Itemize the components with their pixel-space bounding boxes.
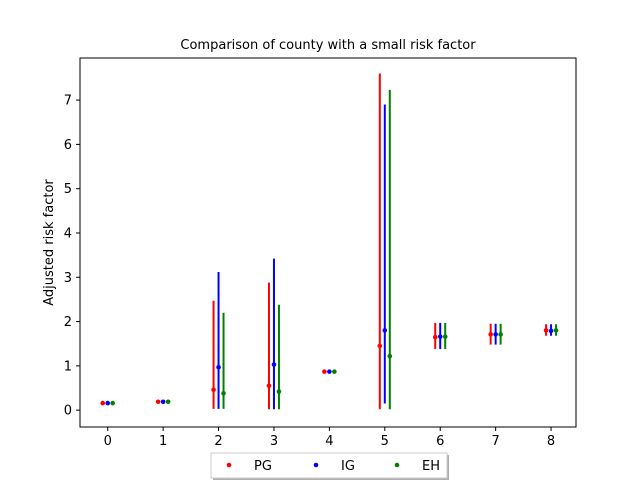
data-point-ig-4 (327, 369, 332, 374)
y-tick-label-7: 7 (64, 94, 72, 109)
data-point-eh-3 (276, 389, 282, 394)
data-point-eh-8 (553, 328, 559, 333)
y-tick-label-3: 3 (64, 271, 72, 286)
data-point-eh-7 (498, 332, 503, 337)
data-point-ig-3 (271, 362, 277, 367)
y-tick-label-5: 5 (64, 182, 72, 197)
y-tick-label-2: 2 (64, 315, 72, 330)
data-point-pg-3 (266, 383, 272, 389)
x-tick-label-0: 0 (104, 434, 112, 449)
y-tick-label-4: 4 (64, 226, 72, 241)
axes-layer: 0 1 2 3 4 5 6 7 8 0 1 2 3 4 5 6 7 (64, 57, 577, 449)
data-point-pg-1 (155, 399, 161, 405)
legend-box (210, 452, 448, 479)
x-tick-label-4: 4 (325, 434, 333, 449)
data-point-eh-6 (442, 334, 448, 339)
y-axis-title: Adjusted risk factor (42, 179, 57, 306)
data-point-ig-6 (437, 334, 443, 339)
data-point-eh-0 (110, 400, 115, 406)
data-point-pg-2 (211, 387, 216, 393)
legend-marker-ig (313, 462, 319, 468)
legend-label-eh: EH (422, 459, 440, 474)
y-tick-label-0: 0 (64, 404, 72, 419)
x-tick-label-8: 8 (547, 434, 555, 449)
x-tick-label-7: 7 (492, 434, 500, 449)
data-point-pg-4 (322, 369, 327, 374)
data-point-eh-2 (221, 391, 226, 396)
legend-label-pg: PG (254, 459, 272, 474)
data-point-ig-5 (382, 328, 388, 333)
y-tick-label-6: 6 (64, 138, 72, 153)
chart-title: Comparison of county with a small risk f… (180, 38, 476, 53)
data-point-eh-4 (332, 369, 337, 374)
data-point-eh-1 (165, 399, 171, 405)
data-point-pg-7 (488, 332, 493, 337)
legend-marker-eh (394, 462, 400, 468)
x-tick-label-1: 1 (159, 434, 167, 449)
legend-marker-pg (226, 462, 232, 468)
data-point-pg-0 (100, 400, 106, 406)
plot-layer (100, 73, 559, 410)
x-tick-label-2: 2 (214, 434, 222, 449)
data-point-pg-8 (543, 328, 549, 333)
x-tick-label-3: 3 (270, 434, 278, 449)
x-tick-label-5: 5 (381, 434, 389, 449)
data-point-ig-7 (493, 332, 498, 337)
data-point-eh-5 (387, 353, 393, 359)
data-point-pg-6 (432, 334, 438, 340)
data-point-ig-8 (548, 328, 554, 334)
x-tick-label-6: 6 (436, 434, 444, 449)
data-point-pg-5 (377, 343, 383, 349)
y-tick-label-1: 1 (64, 359, 72, 374)
data-point-ig-0 (105, 400, 111, 406)
data-point-ig-1 (160, 399, 166, 405)
plot-frame (79, 57, 577, 428)
data-point-ig-2 (216, 364, 221, 370)
legend-label-ig: IG (341, 459, 355, 474)
legend: PG IG EH (210, 452, 449, 480)
